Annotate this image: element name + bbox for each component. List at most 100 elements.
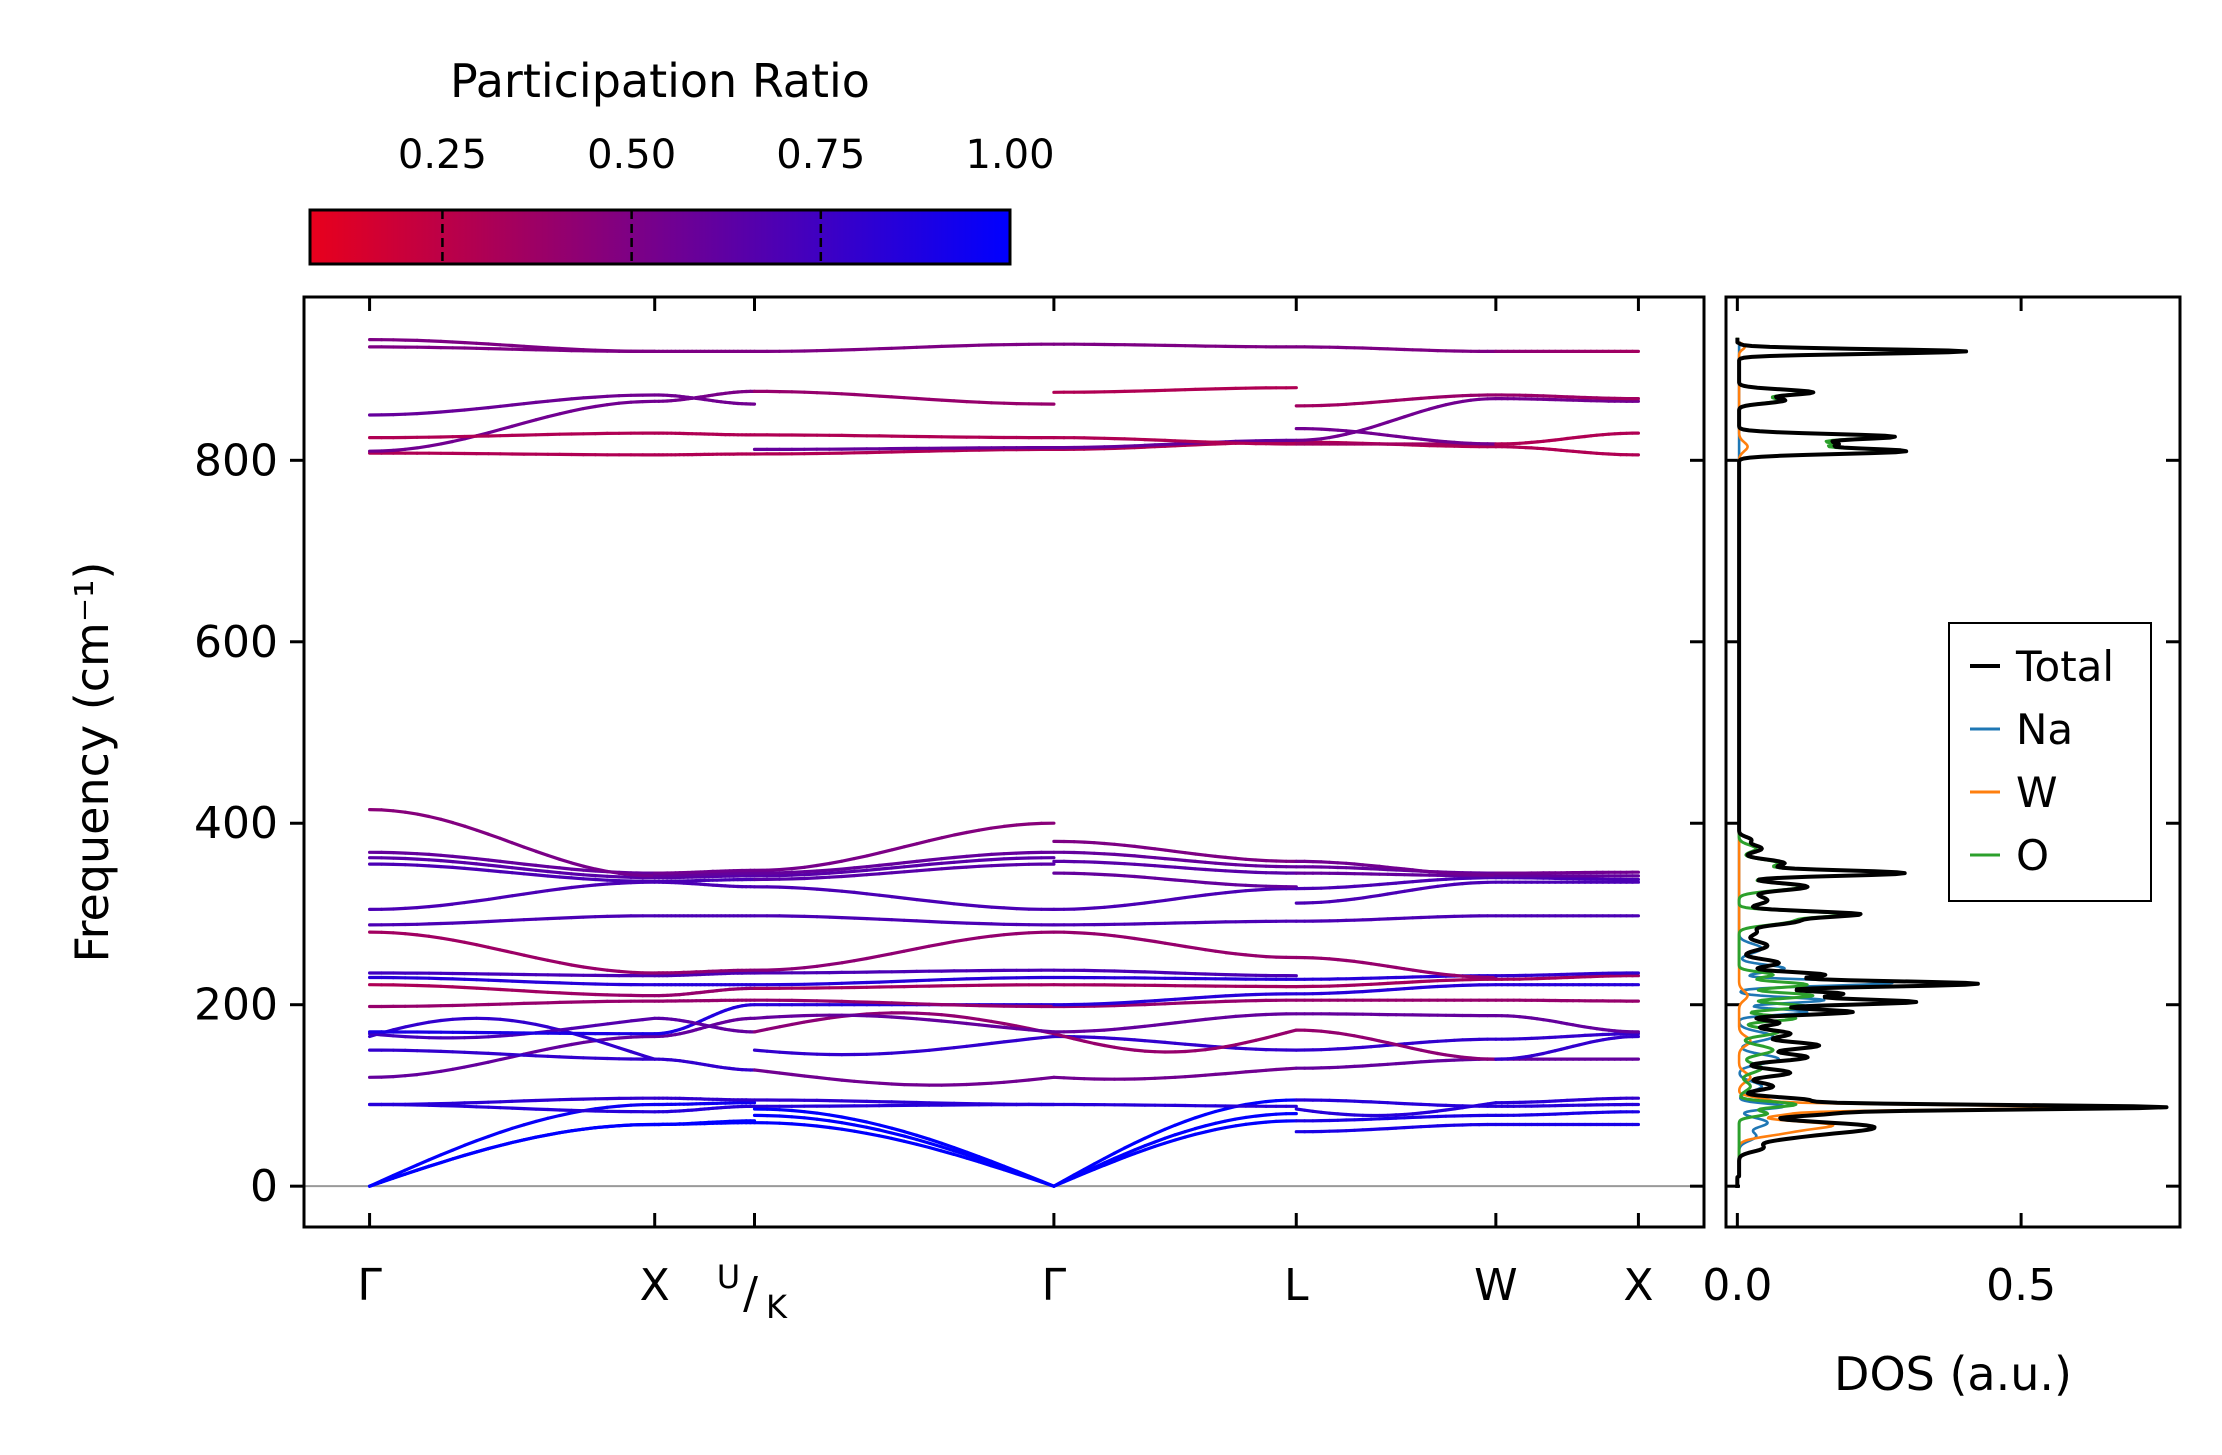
band-line [558,397,574,402]
band-line [1234,856,1248,861]
band-line [939,920,956,925]
band-line [777,967,794,972]
band-line [915,862,931,868]
band-line [1122,1141,1137,1150]
band-line [605,874,621,879]
band-line [605,1042,621,1050]
band-line [581,1023,597,1029]
band-line [569,872,586,877]
band-line [534,1054,550,1058]
band-line [403,412,419,416]
band-line [952,920,969,925]
dos-curves [1735,336,2169,1190]
band-line [391,850,407,855]
band-line [629,1034,645,1039]
band-line [546,853,562,861]
band-line [510,402,526,407]
band-line [498,1017,514,1023]
band-line [1082,1165,1096,1174]
band-line [1183,866,1197,871]
band-line [827,859,844,866]
band-line [510,343,526,348]
band-line [1092,1156,1107,1166]
band-line [427,1069,443,1075]
band-line [463,1050,479,1055]
band-line [1213,1015,1228,1020]
band-line [403,810,419,816]
band-line [1244,863,1258,868]
band-line [939,866,956,871]
band-line [877,848,894,855]
band-line [451,1065,467,1071]
band-line [964,1082,981,1087]
band-line [1234,1115,1248,1121]
band-line [403,932,419,937]
band-line [802,390,819,395]
band-line [815,861,832,868]
band-line [593,882,609,887]
band-line [977,1160,994,1168]
band-line [379,448,395,453]
band-line [1213,861,1228,866]
band-line [522,989,538,994]
y-axis-label: Frequency (cm⁻¹) [65,562,119,963]
band-line [1102,1151,1117,1161]
band-line [1173,1119,1187,1127]
band-line [1163,897,1177,903]
band-line [1122,853,1137,858]
band-line [927,1018,944,1023]
band-line [877,1128,894,1135]
band-line [815,871,832,876]
band-line [915,1137,931,1145]
band-line [1183,858,1197,864]
phonon-bands [368,338,1641,1188]
band-line [927,867,944,872]
band-line [439,1157,455,1165]
band-line [1264,1067,1278,1072]
band-line [379,1033,395,1038]
band-line [964,864,981,869]
band-line [1244,1013,1258,1018]
band-line [802,869,819,874]
band-line [865,1125,881,1132]
band-line [1264,1112,1278,1117]
band-line [952,902,969,907]
band-line [546,1107,562,1112]
band-line [1143,855,1157,860]
band-line [534,399,550,404]
band-line [1092,872,1107,877]
band-line [415,1071,431,1077]
band-line [510,871,526,876]
band-line [510,1052,526,1057]
colorbar-title: Participation Ratio [450,54,870,108]
band-line [964,903,981,908]
band-line [486,863,502,869]
band-line [989,1019,1006,1026]
band-line [1183,851,1197,856]
band-axes-frame [302,295,1706,1229]
band-line [752,1027,769,1034]
band-line [463,940,479,947]
band-line [890,894,906,900]
band-line [415,1020,431,1027]
band-line [451,938,467,944]
band-line [790,1020,807,1027]
band-line [1143,845,1157,851]
band-line [1122,1000,1137,1005]
band-line [403,1168,419,1176]
band-line [964,400,981,404]
band-line [486,342,502,347]
colorbar-tick-label: 0.50 [587,132,676,178]
band-line [915,396,931,401]
band-line [581,864,597,871]
band-line [777,1050,794,1055]
band-line [1112,861,1127,866]
band-line [952,859,969,864]
band-line [1143,863,1157,868]
band-line [1133,999,1147,1004]
band-line [1163,997,1177,1002]
band-line [439,858,455,864]
band-line [802,1074,819,1080]
band-line [1274,1098,1288,1103]
band-line [1193,946,1208,952]
